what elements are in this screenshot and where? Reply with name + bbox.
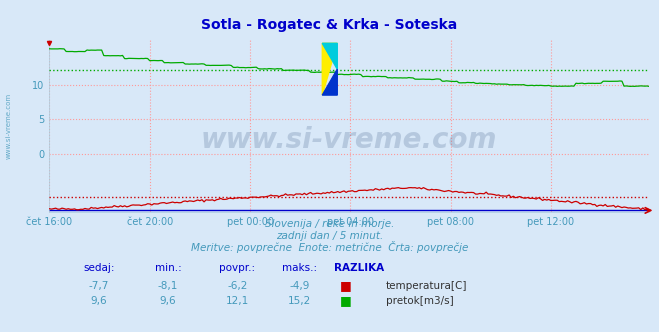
Text: Meritve: povprečne  Enote: metrične  Črta: povprečje: Meritve: povprečne Enote: metrične Črta:… [191, 241, 468, 253]
Polygon shape [322, 69, 337, 95]
Text: www.si-vreme.com: www.si-vreme.com [5, 93, 12, 159]
Text: zadnji dan / 5 minut.: zadnji dan / 5 minut. [276, 231, 383, 241]
Text: -6,2: -6,2 [227, 281, 247, 291]
Text: RAZLIKA: RAZLIKA [334, 263, 384, 273]
Text: Slovenija / reke in morje.: Slovenija / reke in morje. [265, 219, 394, 229]
Text: 9,6: 9,6 [90, 296, 107, 306]
Text: min.:: min.: [155, 263, 181, 273]
Text: www.si-vreme.com: www.si-vreme.com [201, 126, 498, 154]
Polygon shape [322, 43, 337, 69]
Polygon shape [322, 43, 337, 95]
Text: 15,2: 15,2 [288, 296, 312, 306]
Text: ■: ■ [340, 279, 352, 292]
Text: Sotla - Rogatec & Krka - Soteska: Sotla - Rogatec & Krka - Soteska [202, 18, 457, 32]
Text: 9,6: 9,6 [159, 296, 177, 306]
Text: maks.:: maks.: [282, 263, 318, 273]
Text: -8,1: -8,1 [158, 281, 178, 291]
Text: ■: ■ [340, 294, 352, 307]
Text: pretok[m3/s]: pretok[m3/s] [386, 296, 453, 306]
Text: 12,1: 12,1 [225, 296, 249, 306]
Text: povpr.:: povpr.: [219, 263, 255, 273]
Text: -7,7: -7,7 [89, 281, 109, 291]
Text: sedaj:: sedaj: [83, 263, 115, 273]
Text: temperatura[C]: temperatura[C] [386, 281, 467, 291]
Text: -4,9: -4,9 [290, 281, 310, 291]
